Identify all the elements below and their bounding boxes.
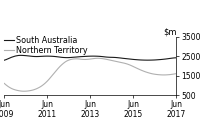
Northern Territory bbox=[3, 83, 6, 84]
South Australia bbox=[15, 55, 18, 56]
Text: $m: $m bbox=[163, 27, 176, 36]
Line: Northern Territory: Northern Territory bbox=[4, 58, 176, 91]
South Australia bbox=[50, 55, 52, 57]
Northern Territory bbox=[105, 58, 108, 60]
South Australia bbox=[91, 55, 93, 57]
Line: South Australia: South Australia bbox=[4, 55, 176, 60]
Northern Territory bbox=[15, 89, 18, 91]
Northern Territory bbox=[96, 57, 99, 59]
South Australia bbox=[8, 57, 11, 59]
Northern Territory bbox=[8, 87, 11, 88]
Northern Territory bbox=[23, 90, 25, 92]
Legend: South Australia, Northern Territory: South Australia, Northern Territory bbox=[4, 36, 88, 55]
South Australia bbox=[175, 57, 178, 59]
South Australia bbox=[103, 56, 106, 58]
South Australia bbox=[3, 59, 6, 61]
South Australia bbox=[19, 55, 22, 56]
Northern Territory bbox=[139, 69, 142, 71]
Northern Territory bbox=[175, 73, 178, 74]
Northern Territory bbox=[50, 76, 52, 78]
South Australia bbox=[137, 59, 140, 61]
Northern Territory bbox=[91, 58, 93, 60]
